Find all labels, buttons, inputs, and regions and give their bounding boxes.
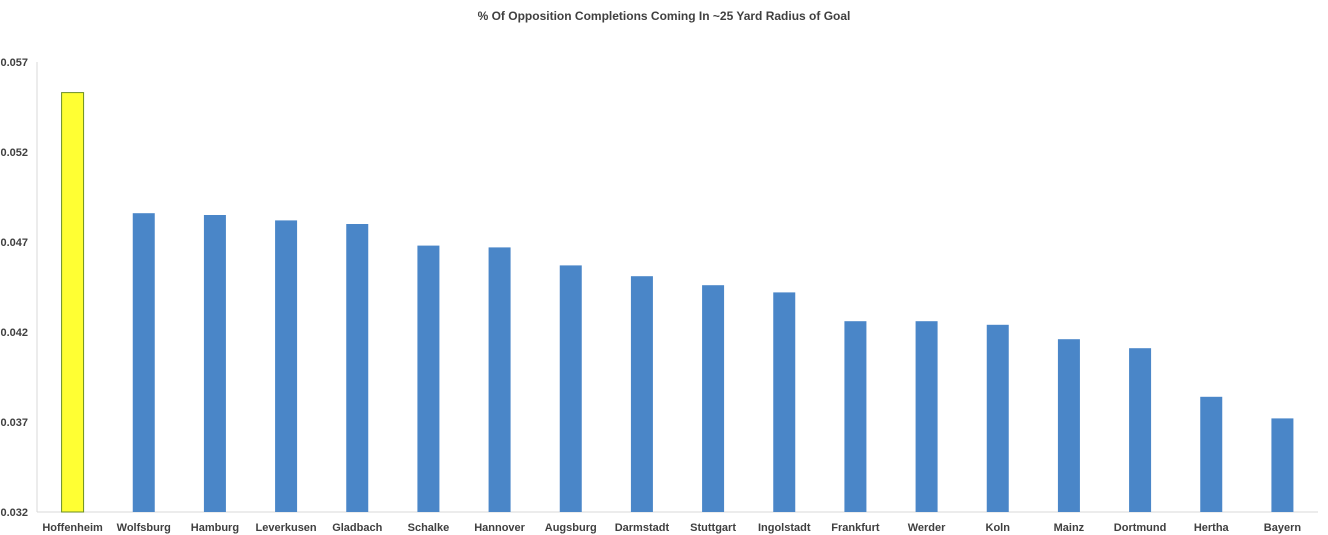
x-category-label: Darmstadt bbox=[615, 522, 670, 534]
x-category-label: Leverkusen bbox=[256, 522, 317, 534]
bar-schalke bbox=[417, 245, 440, 512]
x-category-label: Dortmund bbox=[1114, 522, 1167, 534]
x-category-label: Hoffenheim bbox=[42, 522, 103, 534]
bar-koln bbox=[986, 324, 1009, 512]
y-tick-label: 0.047 bbox=[0, 237, 28, 249]
x-category-label: Mainz bbox=[1054, 522, 1085, 534]
bar-wolfsburg bbox=[132, 213, 155, 512]
bar-hoffenheim bbox=[61, 92, 85, 513]
x-category-label: Schalke bbox=[408, 522, 450, 534]
bar-hamburg bbox=[203, 215, 226, 512]
bar-gladbach bbox=[346, 224, 369, 512]
x-category-label: Stuttgart bbox=[690, 522, 736, 534]
y-axis-ticks: 0.032 0.037 0.042 0.047 0.052 0.057 bbox=[0, 57, 28, 519]
y-tick-label: 0.057 bbox=[0, 57, 28, 69]
x-category-label: Frankfurt bbox=[831, 522, 880, 534]
bar-hannover bbox=[488, 247, 511, 512]
bar-ingolstadt bbox=[773, 292, 796, 512]
bar-augsburg bbox=[559, 265, 582, 512]
bar-bayern bbox=[1271, 418, 1294, 512]
x-category-label: Bayern bbox=[1264, 522, 1302, 534]
bar-hertha bbox=[1200, 396, 1223, 512]
x-category-label: Wolfsburg bbox=[117, 522, 171, 534]
x-category-label: Hamburg bbox=[191, 522, 239, 534]
bar-dortmund bbox=[1129, 348, 1152, 512]
x-category-label: Hannover bbox=[474, 522, 525, 534]
y-tick-label: 0.052 bbox=[0, 147, 28, 159]
bar-mainz bbox=[1057, 339, 1080, 512]
bar-werder bbox=[915, 321, 938, 512]
x-category-label: Ingolstadt bbox=[758, 522, 811, 534]
bar-stuttgart bbox=[702, 285, 725, 512]
bars-group bbox=[61, 92, 1294, 513]
x-category-label: Hertha bbox=[1194, 522, 1230, 534]
x-category-label: Koln bbox=[986, 522, 1011, 534]
bar-darmstadt bbox=[630, 276, 653, 512]
y-tick-label: 0.042 bbox=[0, 327, 28, 339]
chart-title: % Of Opposition Completions Coming In ~2… bbox=[478, 9, 851, 23]
bar-leverkusen bbox=[275, 220, 298, 512]
x-category-label: Augsburg bbox=[545, 522, 597, 534]
y-tick-label: 0.032 bbox=[0, 507, 28, 519]
x-category-label: Gladbach bbox=[332, 522, 382, 534]
bar-frankfurt bbox=[844, 321, 867, 512]
y-tick-label: 0.037 bbox=[0, 417, 28, 429]
x-axis-labels: Hoffenheim Wolfsburg Hamburg Leverkusen Glad… bbox=[42, 522, 1301, 534]
x-category-label: Werder bbox=[908, 522, 946, 534]
